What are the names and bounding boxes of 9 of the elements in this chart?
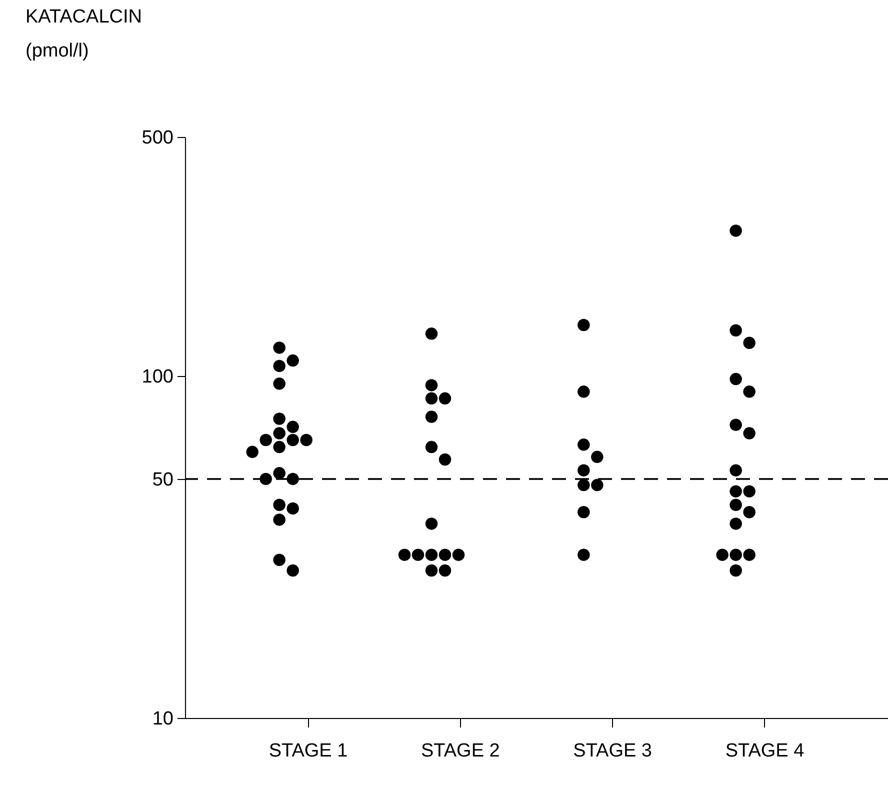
x-tick-label: STAGE 4 <box>725 740 805 762</box>
y-tick-label: 100 <box>142 366 174 388</box>
x-tick-label: STAGE 3 <box>573 740 652 762</box>
x-tick-label: STAGE 1 <box>268 740 348 762</box>
y-tick-label: 10 <box>152 708 174 730</box>
y-axis-title: KATACALCIN (pmol/l) <box>26 6 142 62</box>
x-tick-label: STAGE 2 <box>420 740 500 762</box>
y-tick-label: 500 <box>142 128 174 148</box>
y-tick-label: 50 <box>152 469 174 490</box>
